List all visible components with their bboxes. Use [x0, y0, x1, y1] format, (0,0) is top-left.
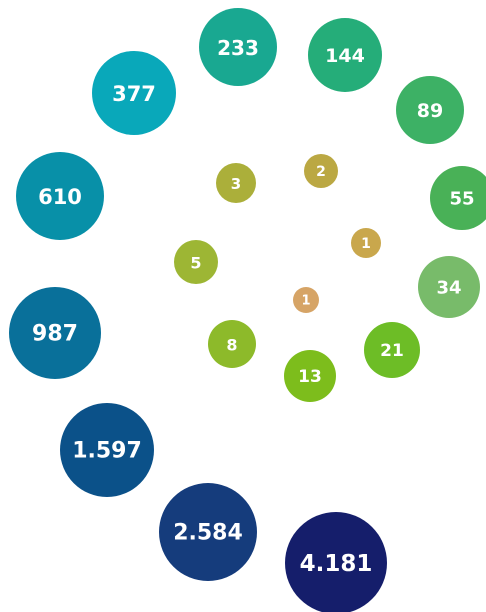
circle: [174, 240, 218, 284]
circle-label: 34: [436, 278, 461, 299]
circle: [308, 18, 382, 92]
circle: [9, 287, 101, 379]
circle-label: 89: [417, 100, 443, 122]
circle-label: 2: [316, 164, 326, 180]
circle-label: 377: [112, 82, 156, 106]
circle-label: 1: [301, 294, 310, 309]
circle: [293, 287, 319, 313]
circle: [396, 76, 464, 144]
circle-label: 3: [231, 175, 241, 193]
circle: [285, 512, 387, 612]
circle: [284, 350, 336, 402]
circle-label: 21: [380, 341, 404, 361]
circle-label: 55: [449, 189, 474, 210]
circle: [159, 483, 257, 581]
circle-label: 144: [325, 45, 365, 67]
circle-label: 13: [298, 367, 322, 387]
circle-label: 4.181: [300, 551, 373, 577]
circle: [199, 8, 277, 86]
circle-label: 8: [226, 336, 237, 355]
circle: [418, 256, 480, 318]
circle: [430, 166, 486, 230]
circle: [304, 154, 338, 188]
circle: [364, 322, 420, 378]
circle: [208, 320, 256, 368]
circle: [16, 152, 104, 240]
circle-label: 2.584: [173, 521, 243, 546]
circle-label: 987: [32, 322, 78, 347]
circle: [92, 51, 176, 135]
circle-label: 1: [361, 236, 371, 252]
circle-label: 1.597: [72, 439, 142, 464]
circle: [60, 403, 154, 497]
circle-label: 233: [217, 36, 259, 60]
circle-label: 610: [38, 185, 82, 209]
circle-label: 5: [190, 254, 201, 273]
circle: [216, 163, 256, 203]
circle: [351, 228, 381, 258]
